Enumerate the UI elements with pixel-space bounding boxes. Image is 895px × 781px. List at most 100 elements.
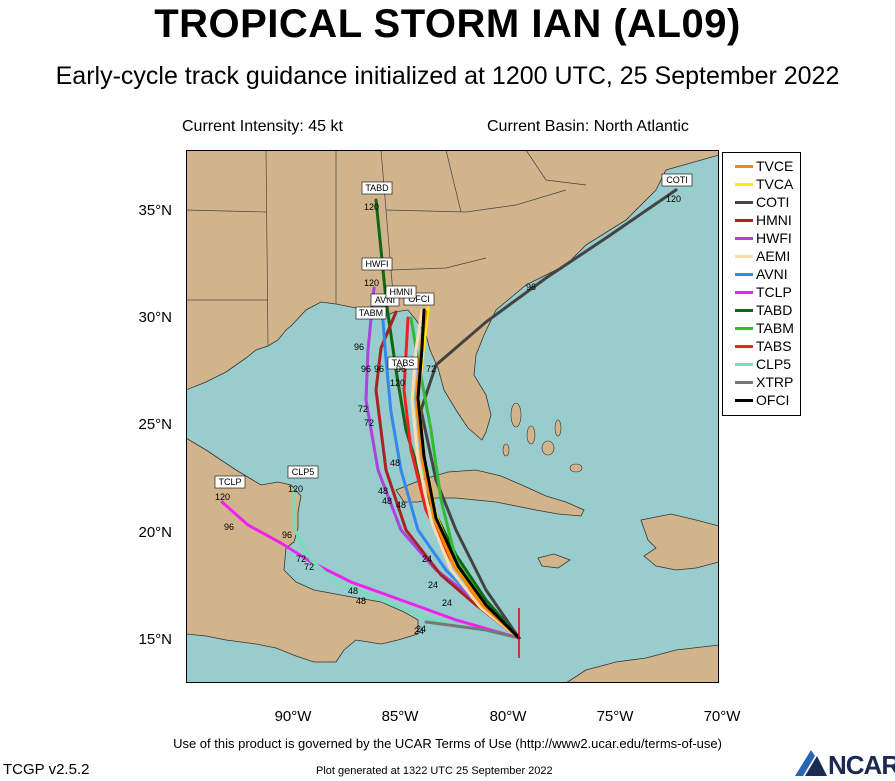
svg-text:96: 96 [224,522,234,532]
svg-text:COTI: COTI [666,175,688,185]
lon-label-80: 80°W [489,708,527,725]
svg-text:24: 24 [414,626,424,636]
svg-text:TCLP: TCLP [218,477,241,487]
land-south-america [565,644,719,683]
legend-item-ofci: OFCI [723,391,800,409]
svg-text:AVNI: AVNI [375,295,395,305]
lat-label-30: 30°N [138,309,172,326]
generated-timestamp: Plot generated at 1322 UTC 25 September … [316,765,553,777]
model-tracks [220,188,678,640]
legend-item-clp5: CLP5 [723,355,800,373]
track-coti [419,188,678,640]
legend-swatch [735,255,753,258]
svg-text:72: 72 [358,404,368,414]
svg-text:24: 24 [428,580,438,590]
legend-label: TABM [756,320,794,336]
legend-item-tabs: TABS [723,337,800,355]
legend-item-tabd: TABD [723,301,800,319]
legend-label: TVCA [756,176,794,192]
state-borders [186,150,587,347]
svg-text:TABD: TABD [365,183,389,193]
svg-text:48: 48 [378,486,388,496]
svg-text:72: 72 [426,364,436,374]
legend-item-coti: COTI [723,193,800,211]
land-bahamas [502,402,583,473]
lat-label-35: 35°N [138,202,172,219]
svg-text:120: 120 [364,278,379,288]
track-ofci [416,308,521,640]
legend-swatch [735,165,753,168]
legend-label: OFCI [756,392,790,408]
svg-text:120: 120 [364,202,379,212]
legend-label: HWFI [756,230,792,246]
track-xtrp [424,620,521,640]
legend-swatch [735,201,753,204]
legend-label: CLP5 [756,356,792,372]
legend-item-avni: AVNI [723,265,800,283]
svg-text:96: 96 [374,364,384,374]
svg-text:96: 96 [526,282,536,292]
legend-label: TABD [756,302,793,318]
svg-text:72: 72 [296,554,306,564]
track-map: TABD HWFI COTI TCLP CLP5 TABS AVNI OFCI … [186,150,719,683]
legend-swatch [735,183,753,186]
legend-label: TABS [756,338,792,354]
lat-label-25: 25°N [138,416,172,433]
legend-label: AEMI [756,248,791,264]
lon-label-85: 85°W [381,708,419,725]
svg-text:72: 72 [304,562,314,572]
svg-text:TABM: TABM [359,308,383,318]
svg-text:48: 48 [390,458,400,468]
hmni-label: HMNI [385,285,417,299]
svg-text:24: 24 [416,624,426,634]
legend-label: TCLP [756,284,792,300]
legend-item-tvca: TVCA [723,175,800,193]
svg-text:48: 48 [382,496,392,506]
land-jamaica [537,553,571,569]
tabd-label: TABD [361,181,393,195]
lon-label-75: 75°W [596,708,634,725]
terms-of-use: Use of this product is governed by the U… [173,736,722,751]
storm-title: TROPICAL STORM IAN (AL09) [154,2,741,46]
clp5-label: CLP5 [287,465,319,479]
svg-text:HMNI: HMNI [390,287,413,297]
tabs-label: TABS [387,356,419,370]
svg-text:96: 96 [354,342,364,352]
forecast-hour-labels: 120 120 120 120 120 120 96 96 96 96 96 9… [215,194,681,636]
svg-text:48: 48 [396,500,406,510]
legend-item-aemi: AEMI [723,247,800,265]
legend-swatch [735,363,753,366]
lon-label-70: 70°W [703,708,741,725]
svg-text:120: 120 [215,492,230,502]
land-mexico-central-america [186,437,419,663]
svg-text:48: 48 [356,596,366,606]
version-label: TCGP v2.5.2 [3,761,90,778]
svg-text:96: 96 [361,364,371,374]
legend-swatch [735,237,753,240]
map-frame [186,150,719,683]
coti-label: COTI [661,173,693,187]
ncar-logo-text: NCAR [828,750,895,780]
track-tabd [374,198,521,640]
legend-swatch [735,399,753,402]
svg-text:24: 24 [422,554,432,564]
svg-text:120: 120 [390,378,405,388]
legend-item-tclp: TCLP [723,283,800,301]
track-tclp [220,500,521,640]
legend-swatch [735,381,753,384]
legend-item-hmni: HMNI [723,211,800,229]
land-hispaniola [640,513,719,571]
model-legend: TVCE TVCA COTI HMNI HWFI AEMI AVNI TCLP TABD TABM… [722,152,801,416]
current-basin: Current Basin: North Atlantic [487,118,689,135]
legend-label: COTI [756,194,790,210]
legend-swatch [735,273,753,276]
legend-swatch [735,327,753,330]
svg-text:HWFI: HWFI [366,259,389,269]
guidance-subtitle: Early-cycle track guidance initialized a… [55,62,840,90]
legend-item-hwfi: HWFI [723,229,800,247]
legend-label: HMNI [756,212,792,228]
track-hmni [374,310,521,640]
legend-swatch [735,291,753,294]
ncar-logo-icon [795,750,827,776]
current-intensity: Current Intensity: 45 kt [182,118,343,135]
